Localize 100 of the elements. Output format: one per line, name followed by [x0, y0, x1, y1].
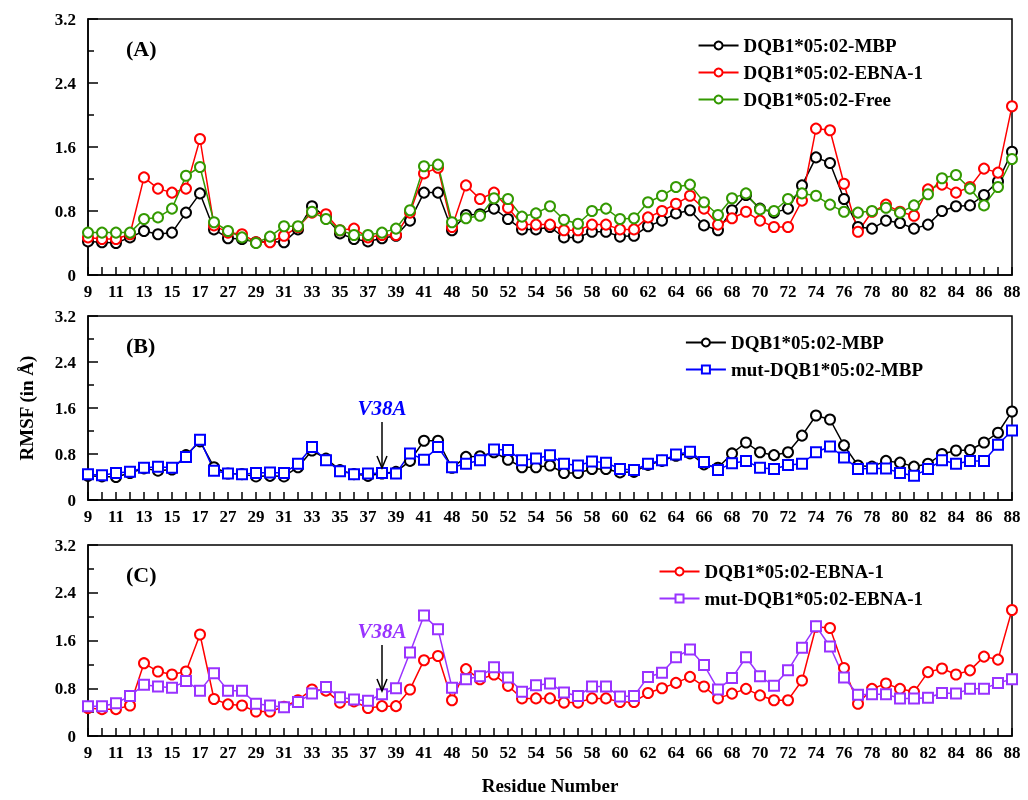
x-tick-label: 78: [863, 507, 881, 526]
x-tick-label: 82: [919, 507, 937, 526]
x-tick-label: 13: [135, 507, 153, 526]
x-tick-label: 88: [1003, 743, 1021, 762]
x-tick-label: 72: [779, 743, 797, 762]
x-tick-label: 84: [947, 282, 965, 301]
y-tick-label: 1.6: [54, 398, 76, 418]
y-tick-label: 1.6: [54, 631, 76, 650]
x-tick-label: 31: [275, 507, 293, 526]
y-tick-label: 0: [67, 490, 76, 510]
x-tick-label: 39: [387, 743, 405, 762]
x-tick-label: 9: [83, 282, 93, 301]
x-tick-label: 27: [219, 743, 237, 762]
x-tick-label: 86: [975, 507, 993, 526]
x-tick-label: 78: [863, 282, 881, 301]
x-tick-label: 41: [415, 507, 433, 526]
x-tick-label: 17: [191, 282, 209, 301]
x-tick-label: 80: [891, 507, 909, 526]
x-tick-label: 50: [471, 282, 489, 301]
x-tick-label: 88: [1003, 507, 1021, 526]
x-tick-label: 27: [219, 507, 237, 526]
y-tick-label: 3.2: [54, 9, 76, 29]
x-tick-label: 27: [219, 282, 237, 301]
x-tick-label: 54: [527, 282, 545, 301]
x-tick-label: 64: [667, 507, 685, 526]
x-tick-label: 70: [751, 507, 769, 526]
x-tick-label: 82: [919, 743, 937, 762]
y-tick-label: 2.4: [54, 73, 77, 93]
x-tick-label: 64: [667, 282, 685, 301]
x-tick-label: 62: [639, 282, 657, 301]
x-tick-label: 74: [807, 282, 825, 301]
x-tick-label: 62: [639, 507, 657, 526]
x-tick-label: 54: [527, 507, 545, 526]
x-tick-label: 48: [443, 507, 461, 526]
x-tick-label: 52: [499, 743, 517, 762]
x-tick-label: 86: [975, 743, 993, 762]
annotation: (C): [126, 561, 157, 587]
x-tick-label: 66: [695, 282, 713, 301]
legend-label: DQB1*05:02-EBNA-1: [704, 561, 884, 582]
x-tick-label: 56: [555, 282, 573, 301]
x-tick-label: 68: [723, 507, 741, 526]
x-tick-label: 72: [779, 507, 797, 526]
x-tick-label: 80: [891, 282, 909, 301]
x-tick-label: 13: [135, 282, 153, 301]
x-tick-label: 76: [835, 507, 853, 526]
x-tick-label: 50: [471, 507, 489, 526]
x-tick-label: 76: [835, 282, 853, 301]
x-tick-label: 82: [919, 282, 937, 301]
y-tick-label: 0.8: [54, 678, 76, 698]
x-tick-label: 15: [163, 282, 181, 301]
y-tick-label: 2.4: [54, 583, 77, 603]
x-tick-label: 60: [611, 507, 629, 526]
x-tick-label: 84: [947, 743, 965, 762]
x-tick-label: 31: [275, 282, 293, 301]
y-tick-label: 0.8: [54, 201, 76, 221]
x-tick-label: 52: [499, 507, 517, 526]
x-tick-label: 39: [387, 282, 405, 301]
x-tick-label: 54: [527, 743, 545, 762]
x-tick-label: 56: [555, 743, 573, 762]
x-tick-label: 80: [891, 743, 909, 762]
legend-label: DQB1*05:02-Free: [743, 89, 891, 110]
x-tick-label: 66: [695, 743, 713, 762]
legend-label: DQB1*05:02-EBNA-1: [743, 62, 924, 83]
annotation: (B): [126, 332, 156, 358]
x-tick-label: 74: [807, 507, 825, 526]
annotation: V38A: [357, 619, 407, 644]
x-tick-label: 11: [107, 282, 125, 301]
x-tick-label: 13: [135, 743, 153, 762]
x-tick-label: 88: [1003, 282, 1021, 301]
y-tick-label: 1.6: [54, 137, 76, 157]
x-tick-label: 70: [751, 743, 769, 762]
x-tick-label: 58: [583, 507, 601, 526]
x-tick-label: 35: [331, 507, 349, 526]
x-tick-label: 41: [415, 282, 433, 301]
x-tick-label: 9: [83, 507, 93, 526]
x-tick-label: 56: [555, 507, 573, 526]
x-tick-label: 50: [471, 743, 489, 762]
x-tick-label: 17: [191, 743, 209, 762]
x-tick-label: 37: [359, 743, 377, 762]
annotation: (A): [126, 35, 157, 61]
x-tick-label: 52: [499, 282, 517, 301]
x-tick-label: 78: [863, 743, 881, 762]
x-tick-label: 58: [583, 743, 601, 762]
x-tick-label: 15: [163, 743, 181, 762]
y-tick-label: 0: [67, 265, 76, 285]
x-tick-label: 35: [331, 282, 349, 301]
legend-label: DQB1*05:02-MBP: [730, 332, 885, 353]
y-tick-label: 0.8: [54, 444, 76, 464]
x-tick-label: 15: [163, 507, 181, 526]
x-tick-label: 58: [583, 282, 601, 301]
x-tick-label: 39: [387, 507, 405, 526]
x-tick-label: 33: [303, 743, 321, 762]
x-tick-label: 48: [443, 743, 461, 762]
x-tick-label: 66: [695, 507, 713, 526]
x-tick-label: 60: [611, 282, 629, 301]
x-tick-label: 70: [751, 282, 769, 301]
x-tick-label: 35: [331, 743, 349, 762]
legend-label: mut-DQB1*05:02-EBNA-1: [704, 588, 924, 609]
x-tick-label: 31: [275, 743, 293, 762]
x-tick-label: 11: [107, 507, 125, 526]
